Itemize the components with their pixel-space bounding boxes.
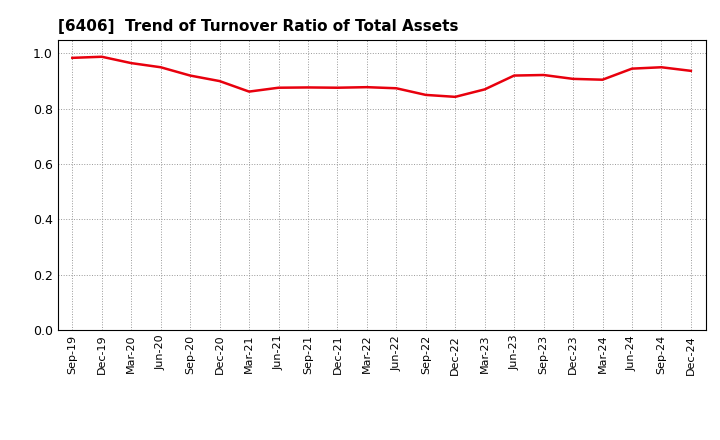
Text: [6406]  Trend of Turnover Ratio of Total Assets: [6406] Trend of Turnover Ratio of Total … bbox=[58, 19, 458, 34]
